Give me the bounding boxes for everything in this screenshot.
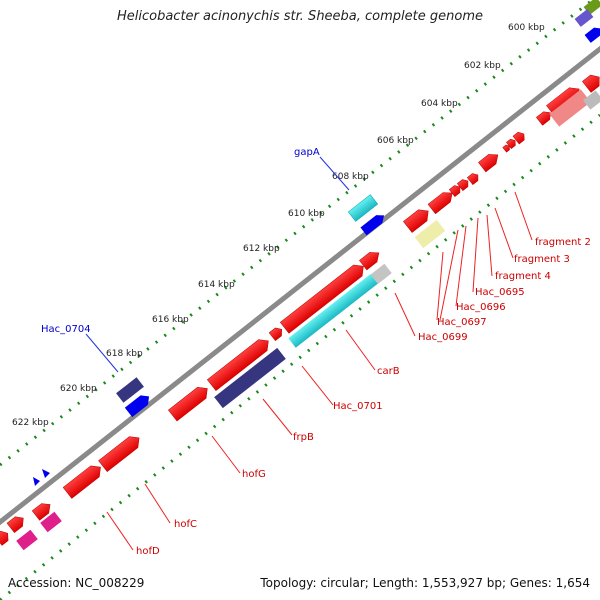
scale-label-610: 610 kbp: [288, 209, 325, 219]
gene-feature-20[interactable]: [31, 500, 54, 521]
feature-top-green: [583, 0, 600, 15]
label-hofC[interactable]: hofC: [174, 519, 197, 530]
label-fragment-2[interactable]: fragment 2: [535, 237, 591, 248]
feature-blue-arrows-small: [33, 469, 50, 486]
label-carB[interactable]: carB: [377, 366, 400, 377]
gene-feature-2[interactable]: [536, 109, 553, 126]
genome-stats-label: Topology: circular; Length: 1,553,927 bp…: [260, 576, 590, 590]
gene-feature-19[interactable]: [62, 462, 105, 499]
feature-gapA[interactable]: [347, 194, 379, 222]
gene-feature-5[interactable]: [506, 137, 517, 149]
feature-grey-small: [370, 263, 392, 285]
scale-track: [0, 0, 595, 467]
feature-yellow: [414, 219, 446, 249]
map-title: Helicobacter acinonychis str. Sheeba, co…: [116, 9, 483, 24]
feature-top-purple: [574, 9, 594, 27]
feature-hac0704-dark[interactable]: [116, 377, 144, 403]
label-hac-0697[interactable]: Hac_0697: [437, 317, 487, 328]
scale-label-622: 622 kbp: [12, 418, 49, 428]
gene-feature-4[interactable]: [512, 130, 527, 145]
feature-pink-2: [16, 529, 38, 551]
label-hofD[interactable]: hofD: [136, 546, 160, 557]
scale-label-614: 614 kbp: [198, 280, 235, 290]
gene-feature-7[interactable]: [478, 150, 501, 173]
scale-label-600: 600 kbp: [508, 23, 545, 33]
feature-pink-soft: [549, 89, 591, 127]
scale-label-612: 612 kbp: [243, 244, 280, 254]
gene-feature-13[interactable]: [359, 248, 382, 271]
gene-feature-21[interactable]: [6, 513, 27, 534]
scale-label-608: 608 kbp: [332, 172, 369, 182]
genome-backbone: [0, 45, 600, 526]
accession-label: Accession: NC_008229: [8, 576, 145, 590]
gene-feature-6[interactable]: [502, 144, 511, 153]
inner-track: [0, 113, 600, 600]
gene-feature-12[interactable]: [403, 205, 432, 233]
gene-feature-11[interactable]: [427, 188, 456, 215]
gene-feature-15[interactable]: [268, 325, 285, 341]
scale-label-602: 602 kbp: [464, 61, 501, 71]
scale-label-616: 616 kbp: [152, 315, 189, 325]
label-fragment-3[interactable]: fragment 3: [514, 254, 570, 265]
feature-frpB-dark[interactable]: [214, 347, 286, 409]
gene-feature-8[interactable]: [466, 171, 480, 185]
scale-label-606: 606 kbp: [377, 136, 414, 146]
leader-lines-blue: [85, 156, 350, 373]
gene-feature-3[interactable]: [582, 72, 600, 93]
feature-gapA-arrow[interactable]: [360, 211, 387, 236]
label-hac-0696[interactable]: Hac_0696: [456, 302, 506, 313]
label-hofG[interactable]: hofG: [242, 469, 266, 480]
scale-label-604: 604 kbp: [421, 99, 458, 109]
label-hac-0699[interactable]: Hac_0699: [418, 332, 468, 343]
gene-feature-18[interactable]: [98, 432, 144, 473]
label-hac-0701[interactable]: Hac_0701: [333, 401, 383, 412]
gene-feature-22[interactable]: [0, 529, 11, 546]
label-gapA[interactable]: gapA: [294, 147, 320, 158]
gene-feature-17[interactable]: [168, 383, 211, 422]
feature-top-blue: [584, 27, 600, 43]
gene-feature-14[interactable]: [279, 261, 367, 334]
gene-feature-9[interactable]: [456, 177, 470, 191]
feature-pink-1: [40, 511, 62, 533]
feature-grey-right: [583, 90, 600, 110]
feature-hac0704-arrow[interactable]: [124, 392, 153, 418]
scale-label-620: 620 kbp: [60, 384, 97, 394]
label-hac-0704[interactable]: Hac_0704: [41, 324, 91, 335]
label-hac-0695[interactable]: Hac_0695: [475, 287, 525, 298]
feature-carB-cyan[interactable]: [288, 274, 378, 348]
leader-lines-red: [106, 191, 533, 551]
gene-feature-16[interactable]: [206, 335, 272, 392]
label-fragment-4[interactable]: fragment 4: [495, 271, 551, 282]
gene-feature-10[interactable]: [448, 183, 462, 197]
label-frpB[interactable]: frpB: [293, 432, 314, 443]
scale-label-618: 618 kbp: [106, 349, 143, 359]
